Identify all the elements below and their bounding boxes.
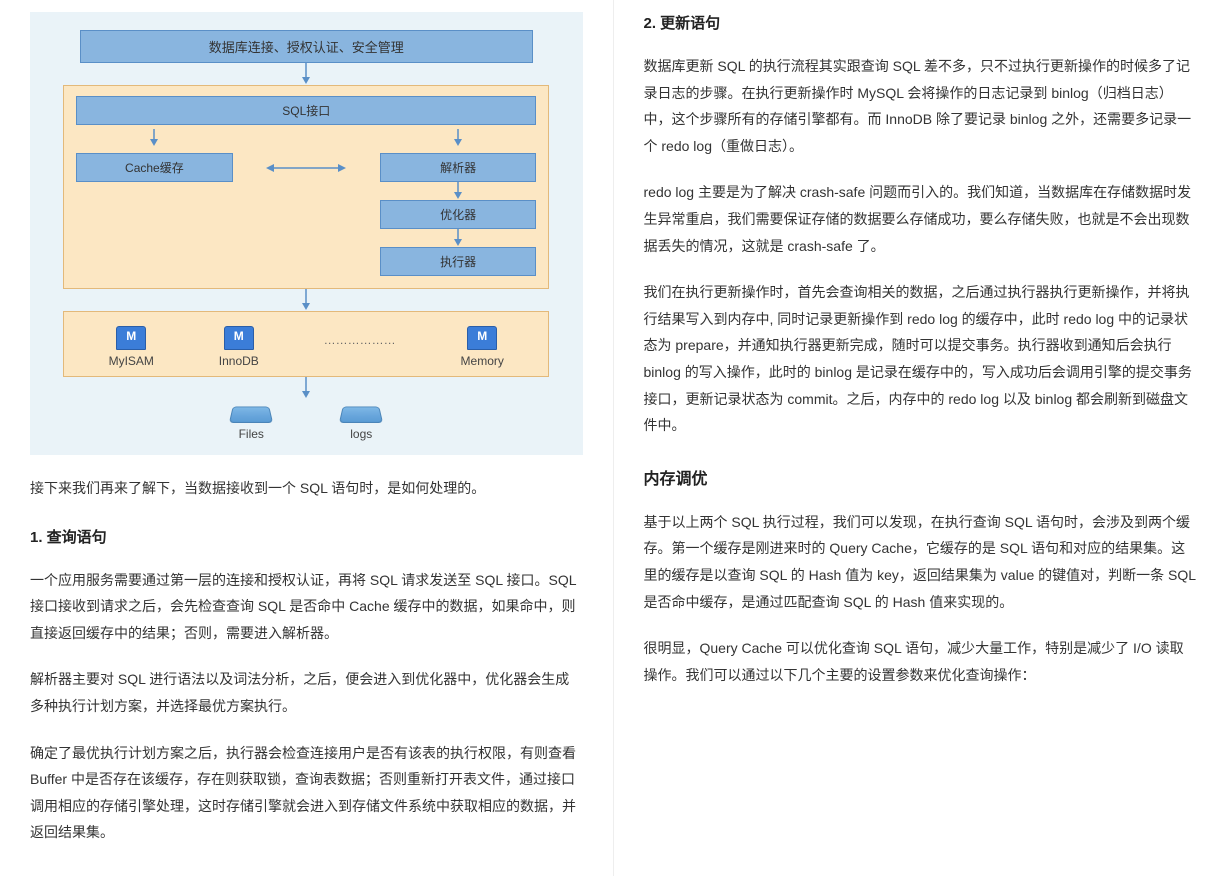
section-heading-query: 1. 查询语句 xyxy=(30,526,583,547)
db-icon xyxy=(467,326,497,350)
storage-label: Files xyxy=(239,427,264,441)
cache-box: Cache缓存 xyxy=(76,153,232,182)
paragraph: 数据库更新 SQL 的执行流程其实跟查询 SQL 差不多，只不过执行更新操作的时… xyxy=(644,53,1198,159)
paragraph: 很明显，Query Cache 可以优化查询 SQL 语句，减少大量工作，特别是… xyxy=(644,635,1198,688)
disk-icon xyxy=(339,407,383,423)
engine-memory: Memory xyxy=(461,326,504,368)
paragraph: 一个应用服务需要通过第一层的连接和授权认证，再将 SQL 请求发送至 SQL 接… xyxy=(30,567,583,647)
paragraph: 我们在执行更新操作时，首先会查询相关的数据，之后通过执行器执行更新操作，并将执行… xyxy=(644,279,1198,439)
engine-label: InnoDB xyxy=(219,354,259,368)
intro-paragraph: 接下来我们再来了解下，当数据接收到一个 SQL 语句时，是如何处理的。 xyxy=(30,475,583,502)
architecture-diagram: 数据库连接、授权认证、安全管理 SQL接口 Cache缓存 xyxy=(30,12,583,455)
section-heading-update: 2. 更新语句 xyxy=(644,12,1198,33)
executor-box: 执行器 xyxy=(380,247,536,276)
parser-box: 解析器 xyxy=(380,153,536,182)
paragraph: 基于以上两个 SQL 执行过程，我们可以发现，在执行查询 SQL 语句时，会涉及… xyxy=(644,509,1198,615)
engine-myisam: MyISAM xyxy=(109,326,154,368)
engine-label: Memory xyxy=(461,354,504,368)
disk-icon xyxy=(229,407,273,423)
file-system-layer: Files logs xyxy=(63,399,549,443)
logs-storage: logs xyxy=(341,405,381,441)
paragraph: 解析器主要对 SQL 进行语法以及词法分析，之后，便会进入到优化器中，优化器会生… xyxy=(30,666,583,719)
connection-layer-box: 数据库连接、授权认证、安全管理 xyxy=(80,30,533,63)
storage-label: logs xyxy=(350,427,372,441)
engine-innodb: InnoDB xyxy=(219,326,259,368)
engine-label: MyISAM xyxy=(109,354,154,368)
ellipsis: ……………… xyxy=(324,333,396,361)
storage-engines-layer: MyISAM InnoDB ……………… Memory xyxy=(63,311,549,377)
paragraph: 确定了最优执行计划方案之后，执行器会检查连接用户是否有该表的执行权限，有则查看 … xyxy=(30,740,583,846)
files-storage: Files xyxy=(231,405,271,441)
db-icon xyxy=(224,326,254,350)
paragraph: redo log 主要是为了解决 crash-safe 问题而引入的。我们知道，… xyxy=(644,179,1198,259)
sql-interface-box: SQL接口 xyxy=(76,96,536,125)
db-icon xyxy=(116,326,146,350)
optimizer-box: 优化器 xyxy=(380,200,536,229)
bidirectional-arrow xyxy=(233,161,380,175)
arrow-down xyxy=(299,63,313,85)
sql-layer-container: SQL接口 Cache缓存 解析器 xyxy=(63,85,549,289)
section-heading-memory-tuning: 内存调优 xyxy=(644,465,1198,489)
